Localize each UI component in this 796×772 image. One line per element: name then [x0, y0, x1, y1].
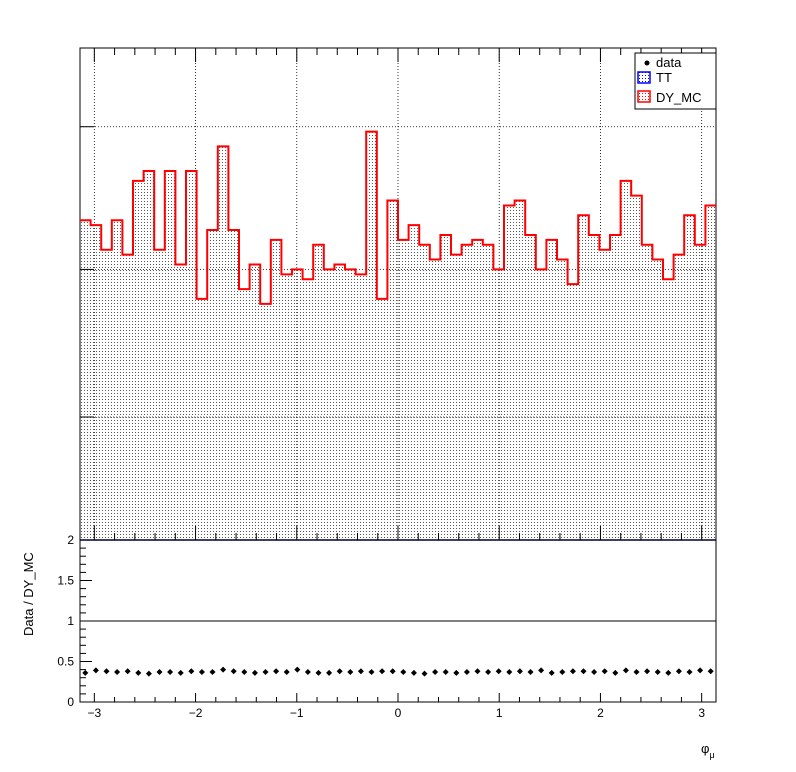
- ratio-point-51: [622, 667, 629, 674]
- ratio-point-3: [114, 669, 121, 676]
- ratio-point-13: [220, 666, 227, 673]
- y-tick-label-0: 0: [67, 695, 74, 709]
- ratio-point-50: [612, 669, 619, 676]
- ratio-point-17: [262, 669, 269, 676]
- legend-tt-label: TT: [656, 70, 672, 85]
- ratio-point-14: [230, 668, 237, 675]
- ratio-point-40: [506, 669, 513, 676]
- ratio-point-34: [442, 669, 449, 676]
- y-tick-label-3: 1.5: [57, 574, 74, 588]
- ratio-point-29: [389, 668, 396, 675]
- x-tick-label-6: 3: [698, 706, 705, 720]
- ratio-point-4: [124, 668, 131, 675]
- ratio-point-48: [591, 669, 598, 676]
- ratio-point-39: [495, 668, 502, 675]
- ratio-point-37: [474, 668, 481, 675]
- ratio-point-9: [177, 669, 184, 676]
- ratio-point-35: [453, 669, 460, 676]
- x-axis-title: φμ: [701, 741, 715, 760]
- ratio-point-55: [665, 669, 672, 676]
- x-tick-label-5: 2: [597, 706, 604, 720]
- ratio-point-8: [167, 669, 174, 676]
- ratio-point-7: [156, 669, 163, 676]
- legend-data-label: data: [656, 55, 682, 70]
- ratio-point-2: [103, 668, 110, 675]
- legend-data-marker: [644, 60, 650, 66]
- ratio-point-31: [410, 669, 417, 676]
- ratio-point-25: [347, 669, 354, 676]
- legend-dy-mc-label: DY_MC: [656, 90, 702, 105]
- ratio-point-24: [336, 668, 343, 675]
- ratio-point-42: [527, 669, 534, 676]
- ratio-point-58: [697, 667, 704, 674]
- ratio-point-27: [368, 669, 375, 676]
- ratio-point-44: [548, 669, 555, 676]
- ratio-point-20: [294, 666, 301, 673]
- ratio-point-33: [432, 669, 439, 676]
- ratio-data-points: [82, 666, 714, 677]
- ratio-point-36: [463, 669, 470, 676]
- ratio-point-53: [644, 668, 651, 675]
- ratio-point-5: [135, 669, 142, 676]
- legend: data TT DY_MC: [634, 52, 717, 110]
- ratio-point-38: [485, 669, 492, 676]
- ratio-point-54: [654, 669, 661, 676]
- x-axis-title-subscript: μ: [709, 750, 714, 760]
- y-tick-label-2: 1: [67, 614, 74, 628]
- ratio-y-axis-title: Data / DY_MC: [21, 552, 36, 636]
- ratio-point-59: [707, 668, 714, 675]
- ratio-point-41: [516, 668, 523, 675]
- ratio-axis-ticks: −3 −2 −1 0 1 2 3 0 0.5 1 1.5 2: [57, 533, 705, 720]
- y-tick-label-4: 2: [67, 533, 74, 547]
- x-tick-label-2: −1: [290, 706, 304, 720]
- ratio-point-32: [421, 670, 428, 677]
- ratio-point-23: [326, 669, 333, 676]
- ratio-point-22: [315, 669, 322, 676]
- x-axis-title-main: φ: [701, 741, 709, 756]
- x-tick-label-4: 1: [496, 706, 503, 720]
- ratio-point-19: [283, 669, 290, 676]
- ratio-point-18: [273, 668, 280, 675]
- ratio-point-49: [601, 668, 608, 675]
- ratio-point-16: [251, 669, 258, 676]
- ratio-point-0: [82, 669, 89, 676]
- ratio-plot-panel: −3 −2 −1 0 1 2 3 0 0.5 1 1.5 2 Data / DY_MC φμ: [21, 533, 717, 760]
- ratio-point-1: [92, 667, 99, 674]
- ratio-point-10: [188, 668, 195, 675]
- ratio-point-11: [198, 669, 205, 676]
- ratio-point-47: [580, 668, 587, 675]
- ratio-point-43: [538, 667, 545, 674]
- ratio-point-26: [357, 668, 364, 675]
- ratio-point-28: [379, 668, 386, 675]
- ratio-point-12: [209, 669, 216, 676]
- x-tick-label-0: −3: [87, 706, 101, 720]
- ratio-point-15: [241, 669, 248, 676]
- legend-tt-swatch: [637, 71, 651, 84]
- ratio-point-56: [675, 668, 682, 675]
- ratio-point-30: [400, 669, 407, 676]
- x-tick-label-1: −2: [189, 706, 203, 720]
- main-axis-ticks: [80, 48, 703, 540]
- legend-dy-mc-swatch: [637, 90, 651, 103]
- main-plot-panel: data TT DY_MC: [79, 47, 717, 541]
- ratio-point-21: [304, 669, 311, 676]
- ratio-point-6: [145, 670, 152, 677]
- ratio-point-57: [686, 669, 693, 676]
- x-tick-label-3: 0: [395, 706, 402, 720]
- ratio-point-45: [559, 669, 566, 676]
- ratio-point-46: [569, 668, 576, 675]
- dy-mc-histogram-line: [80, 130, 716, 305]
- ratio-point-52: [633, 669, 640, 676]
- y-tick-label-1: 0.5: [57, 655, 74, 669]
